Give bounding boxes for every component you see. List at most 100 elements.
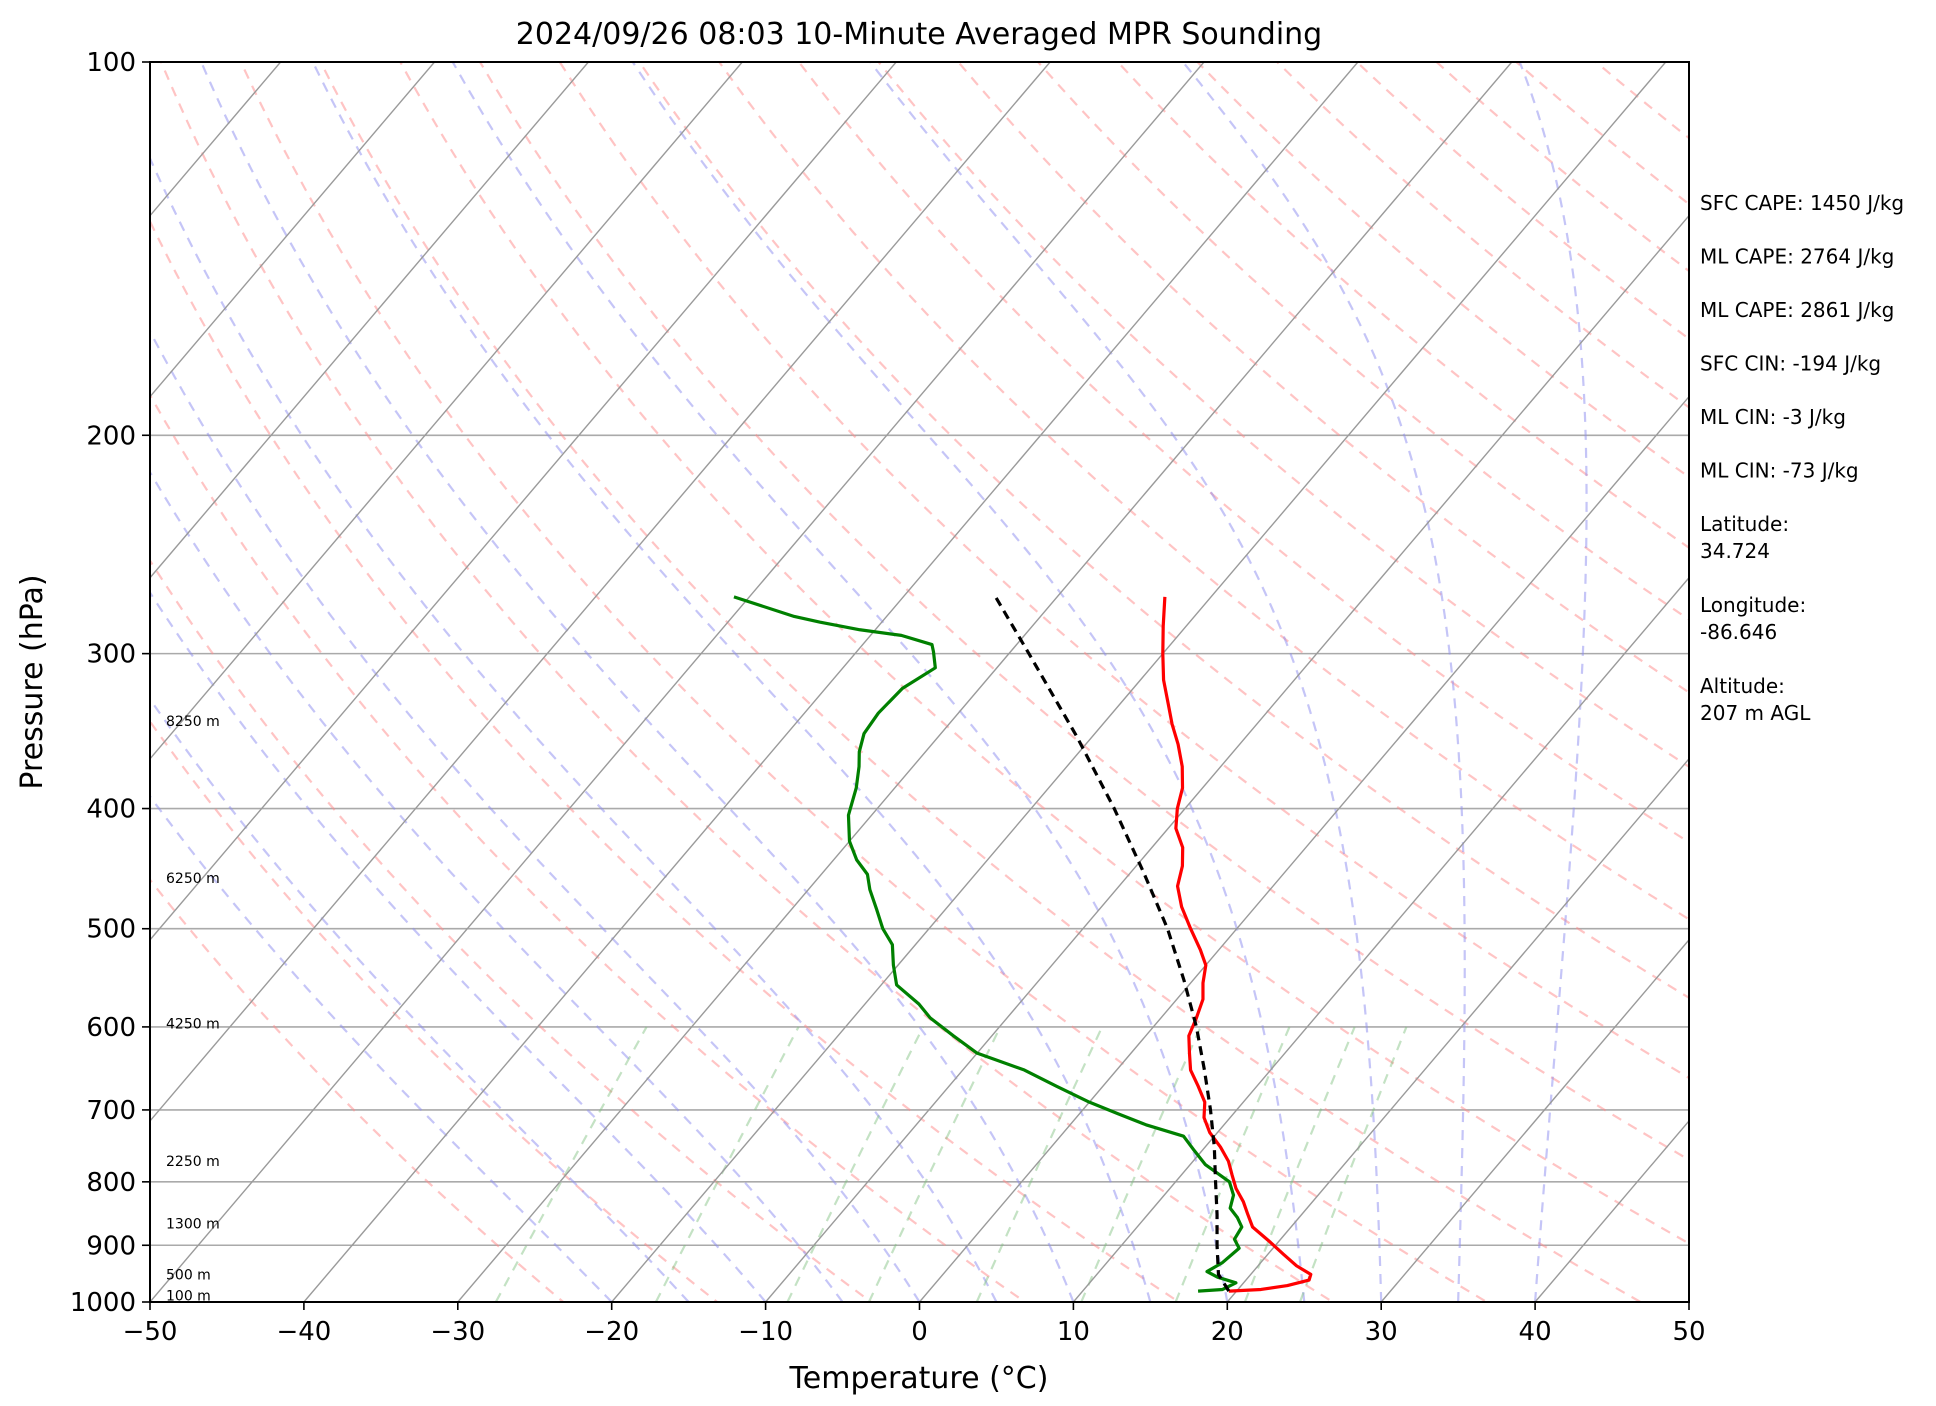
mixing-ratio-line [786, 1026, 925, 1302]
mixing-ratio-line [1174, 1026, 1291, 1302]
annotation-line: Latitude: [1700, 512, 1789, 536]
annotation-text: SFC CAPE: 1450 J/kg [1700, 191, 1904, 215]
annotation-text: SFC CIN: -194 J/kg [1700, 352, 1881, 376]
y-tick-label: 500 [86, 915, 136, 945]
sounding-series [733, 595, 1313, 1293]
x-tick-label: 50 [1672, 1317, 1705, 1347]
mixing-ratio-line [867, 1026, 1002, 1302]
y-axis-ticks: 100 200 300 400 500 600 700 800 900 1000 [70, 48, 150, 1318]
y-tick-label: 700 [86, 1096, 136, 1126]
moist-adiabat-line [150, 329, 921, 1302]
dry-adiabat-line [718, 62, 1689, 921]
annotation-text: ML CIN: -3 J/kg [1700, 405, 1846, 429]
annotation-line: ML CAPE: 2764 J/kg [1700, 245, 1894, 269]
isotherm-line [457, 62, 1513, 1302]
isotherm-line [150, 62, 1051, 1123]
annotation-line: ML CAPE: 2861 J/kg [1700, 298, 1894, 322]
x-tick-label: 10 [1057, 1317, 1090, 1347]
dry-adiabat-line [1276, 62, 1689, 409]
annotation-text: ML CAPE: 2861 J/kg [1700, 298, 1894, 322]
mixing-ratio-line [975, 1026, 1104, 1302]
dry-adiabat-line [150, 558, 873, 1302]
height-label: 4250 m [166, 1016, 220, 1032]
annotation-line: SFC CAPE: 1450 J/kg [1700, 191, 1904, 215]
y-tick-label: 200 [86, 421, 136, 451]
dry-adiabat-line [798, 62, 1689, 844]
dry-adiabat-line [558, 62, 1689, 1080]
annotation-line: ML CIN: -73 J/kg [1700, 459, 1859, 483]
y-tick-label: 800 [86, 1168, 136, 1198]
mixing-ratio-lines [494, 1026, 1408, 1302]
annotation-line: Altitude: [1700, 674, 1785, 698]
height-label: 1300 m [166, 1216, 220, 1232]
moist-adiabat-line [150, 155, 998, 1302]
height-label: 2250 m [166, 1154, 220, 1170]
isotherm-line [150, 62, 589, 579]
y-tick-label: 400 [86, 795, 136, 825]
annotation-line: SFC CIN: -194 J/kg [1700, 352, 1881, 376]
x-tick-label: −40 [276, 1317, 331, 1347]
height-labels: 100 m 500 m 1300 m 2250 m 4250 m 6250 m 8250 m [166, 714, 220, 1304]
y-tick-label: 300 [86, 640, 136, 670]
annotation-text: Longitude: -86.646 [1700, 593, 1806, 644]
height-label: 6250 m [166, 871, 220, 887]
isotherm-line [150, 62, 743, 760]
isotherms [150, 62, 1689, 1302]
height-label: 8250 m [166, 714, 220, 730]
mixing-ratio-line [494, 1026, 648, 1302]
y-tick-label: 100 [86, 48, 136, 78]
isotherm-line [765, 214, 1689, 1302]
isotherm-line [1226, 757, 1689, 1302]
dry-adiabat-line [150, 719, 719, 1302]
isotherm-line [1380, 938, 1689, 1302]
dry-adiabats [150, 62, 1689, 1302]
annotation-panel: SFC CAPE: 1450 J/kg ML CAPE: 2764 J/kg ML … [1700, 191, 1904, 725]
isotherm-line [150, 62, 897, 941]
dry-adiabat-line [638, 62, 1689, 1000]
x-tick-label: 0 [911, 1317, 928, 1347]
annotation-line: 34.724 [1700, 539, 1770, 563]
x-axis-label: Temperature (°C) [789, 1361, 1049, 1396]
dry-adiabat-line [1196, 62, 1689, 479]
annotation-text: Latitude: 34.724 [1700, 512, 1789, 563]
mixing-ratio-line [1298, 1026, 1408, 1302]
isotherm-line [1072, 576, 1689, 1302]
annotation-text: ML CIN: -73 J/kg [1700, 459, 1859, 483]
moist-adiabat-line [631, 62, 1306, 1302]
annotation-line: Longitude: [1700, 593, 1806, 617]
x-tick-label: 20 [1211, 1317, 1244, 1347]
x-axis-ticks: −50 −40 −30 −20 −10 0 10 20 30 40 50 [123, 1302, 1706, 1347]
isotherm-line [150, 62, 1205, 1302]
chart-title: 2024/09/26 08:03 10-Minute Averaged MPR … [516, 17, 1322, 52]
dry-adiabat-line [150, 877, 565, 1302]
x-tick-label: −50 [123, 1317, 178, 1347]
mixing-ratio-line [654, 1026, 800, 1302]
isotherm-line [918, 395, 1689, 1302]
dry-adiabat-line [877, 62, 1689, 768]
dry-adiabat-line [399, 62, 1689, 1245]
moist-adiabat-line [150, 590, 767, 1302]
x-tick-label: −30 [430, 1317, 485, 1347]
moist-adiabat-line [150, 470, 844, 1302]
annotation-line: ML CIN: -3 J/kg [1700, 405, 1846, 429]
annotation-line: 207 m AGL [1700, 701, 1811, 725]
parcel-profile-line [994, 596, 1231, 1292]
isotherm-line [611, 62, 1667, 1302]
height-label: 100 m [166, 1288, 211, 1304]
isotherm-line [150, 62, 436, 398]
annotation-text: ML CAPE: 2764 J/kg [1700, 245, 1894, 269]
annotation-text: Altitude: 207 m AGL [1700, 674, 1811, 725]
x-tick-label: −10 [738, 1317, 793, 1347]
moist-adiabat-line [451, 62, 1229, 1302]
dry-adiabat-line [160, 62, 1335, 1302]
y-tick-label: 600 [86, 1013, 136, 1043]
x-tick-label: 40 [1519, 1317, 1552, 1347]
dry-adiabat-line [479, 62, 1689, 1162]
dry-adiabat-line [319, 62, 1643, 1302]
y-axis-label: Pressure (hPa) [15, 574, 50, 789]
y-tick-label: 900 [86, 1231, 136, 1261]
isotherm-line [303, 62, 1359, 1302]
temperature-profile-line [1161, 596, 1313, 1293]
